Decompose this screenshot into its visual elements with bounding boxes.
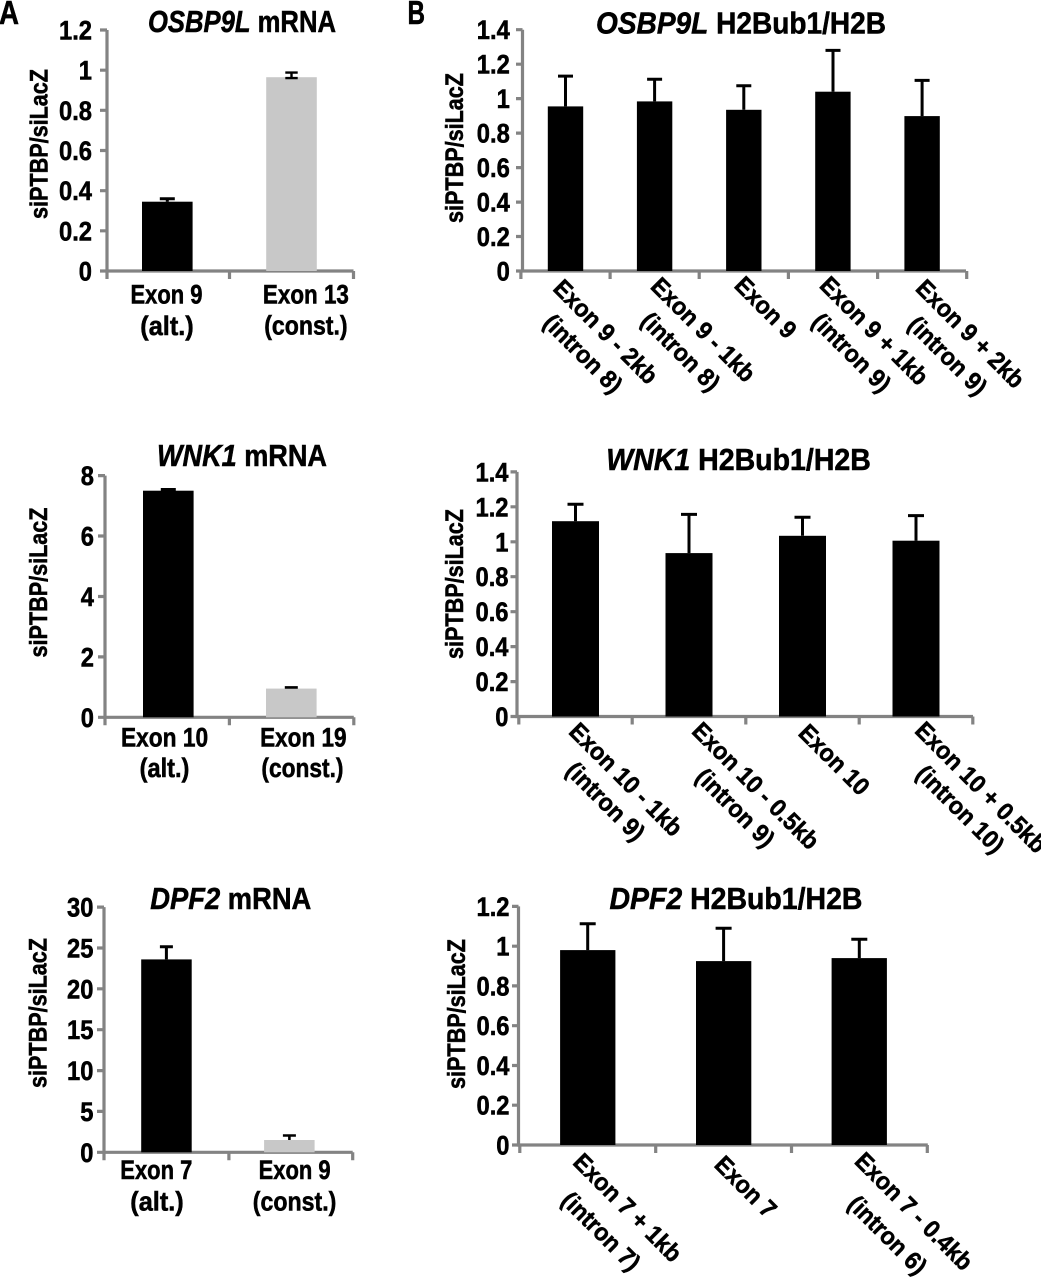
svg-text:(alt.): (alt.): [130, 1187, 183, 1217]
svg-text:0.8: 0.8: [477, 119, 510, 149]
svg-text:OSBP9L mRNA: OSBP9L mRNA: [148, 4, 336, 39]
svg-text:15: 15: [67, 1015, 93, 1045]
svg-text:1.2: 1.2: [477, 50, 510, 80]
svg-text:0.8: 0.8: [59, 96, 92, 126]
svg-text:B: B: [408, 0, 426, 31]
svg-text:20: 20: [67, 974, 93, 1004]
svg-text:(alt.): (alt.): [140, 311, 193, 341]
svg-text:siPTBP/siLacZ: siPTBP/siLacZ: [441, 73, 469, 223]
svg-text:0.2: 0.2: [59, 216, 92, 246]
svg-text:1: 1: [495, 527, 508, 557]
svg-text:0: 0: [79, 257, 92, 287]
svg-text:1: 1: [496, 932, 509, 962]
svg-text:5: 5: [80, 1097, 93, 1127]
svg-text:0.6: 0.6: [477, 153, 510, 183]
svg-text:Exon 9: Exon 9: [259, 1155, 331, 1185]
svg-text:1.4: 1.4: [476, 457, 509, 487]
svg-text:WNK1 mRNA: WNK1 mRNA: [157, 438, 327, 473]
svg-text:0.6: 0.6: [477, 1011, 510, 1041]
svg-text:siPTBP/siLacZ: siPTBP/siLacZ: [26, 69, 54, 219]
svg-text:0.6: 0.6: [476, 597, 509, 627]
svg-text:0.8: 0.8: [477, 971, 510, 1001]
svg-text:25: 25: [67, 934, 93, 964]
svg-text:8: 8: [81, 461, 94, 491]
svg-text:Exon 7: Exon 7: [120, 1155, 192, 1185]
svg-text:DPF2 mRNA: DPF2 mRNA: [150, 881, 311, 916]
svg-text:OSBP9L H2Bub1/H2B: OSBP9L H2Bub1/H2B: [596, 6, 886, 41]
svg-text:siPTBP/siLacZ: siPTBP/siLacZ: [441, 509, 469, 659]
svg-text:30: 30: [67, 893, 93, 923]
svg-text:0: 0: [496, 1131, 509, 1161]
svg-text:0: 0: [495, 702, 508, 732]
svg-text:0.8: 0.8: [476, 562, 509, 592]
svg-text:10: 10: [67, 1056, 93, 1086]
svg-text:0.4: 0.4: [477, 188, 510, 218]
svg-text:(const.): (const.): [261, 753, 343, 783]
svg-text:1.4: 1.4: [477, 15, 510, 45]
svg-text:1.2: 1.2: [476, 492, 509, 522]
svg-text:6: 6: [81, 522, 94, 552]
svg-text:4: 4: [81, 582, 94, 612]
svg-text:Exon 9: Exon 9: [131, 279, 203, 309]
svg-text:(const.): (const.): [253, 1187, 337, 1217]
svg-text:(const.): (const.): [264, 310, 347, 340]
svg-text:0.4: 0.4: [477, 1051, 510, 1081]
svg-text:0.4: 0.4: [476, 632, 509, 662]
svg-text:siPTBP/siLacZ: siPTBP/siLacZ: [443, 939, 471, 1089]
svg-text:siPTBP/siLacZ: siPTBP/siLacZ: [25, 508, 53, 658]
svg-text:Exon 19: Exon 19: [260, 723, 347, 753]
svg-text:(alt.): (alt.): [140, 753, 190, 783]
svg-text:1: 1: [497, 84, 510, 114]
svg-text:1.2: 1.2: [477, 892, 510, 922]
svg-text:0: 0: [80, 1138, 93, 1168]
svg-text:0.4: 0.4: [59, 176, 92, 206]
svg-text:1: 1: [79, 56, 92, 86]
svg-text:0: 0: [81, 703, 94, 733]
svg-text:2: 2: [81, 642, 94, 672]
svg-text:siPTBP/siLacZ: siPTBP/siLacZ: [25, 938, 53, 1088]
svg-text:DPF2 H2Bub1/H2B: DPF2 H2Bub1/H2B: [610, 881, 863, 916]
svg-text:A: A: [0, 0, 19, 31]
svg-text:0: 0: [497, 257, 510, 287]
svg-text:0.6: 0.6: [59, 136, 92, 166]
svg-text:Exon 13: Exon 13: [263, 279, 349, 309]
svg-text:0.2: 0.2: [477, 1091, 510, 1121]
svg-text:0.2: 0.2: [476, 667, 509, 697]
svg-text:1.2: 1.2: [59, 16, 92, 46]
svg-text:0.2: 0.2: [477, 222, 510, 252]
svg-text:Exon 10: Exon 10: [121, 723, 208, 753]
svg-text:WNK1 H2Bub1/H2B: WNK1 H2Bub1/H2B: [606, 442, 871, 477]
